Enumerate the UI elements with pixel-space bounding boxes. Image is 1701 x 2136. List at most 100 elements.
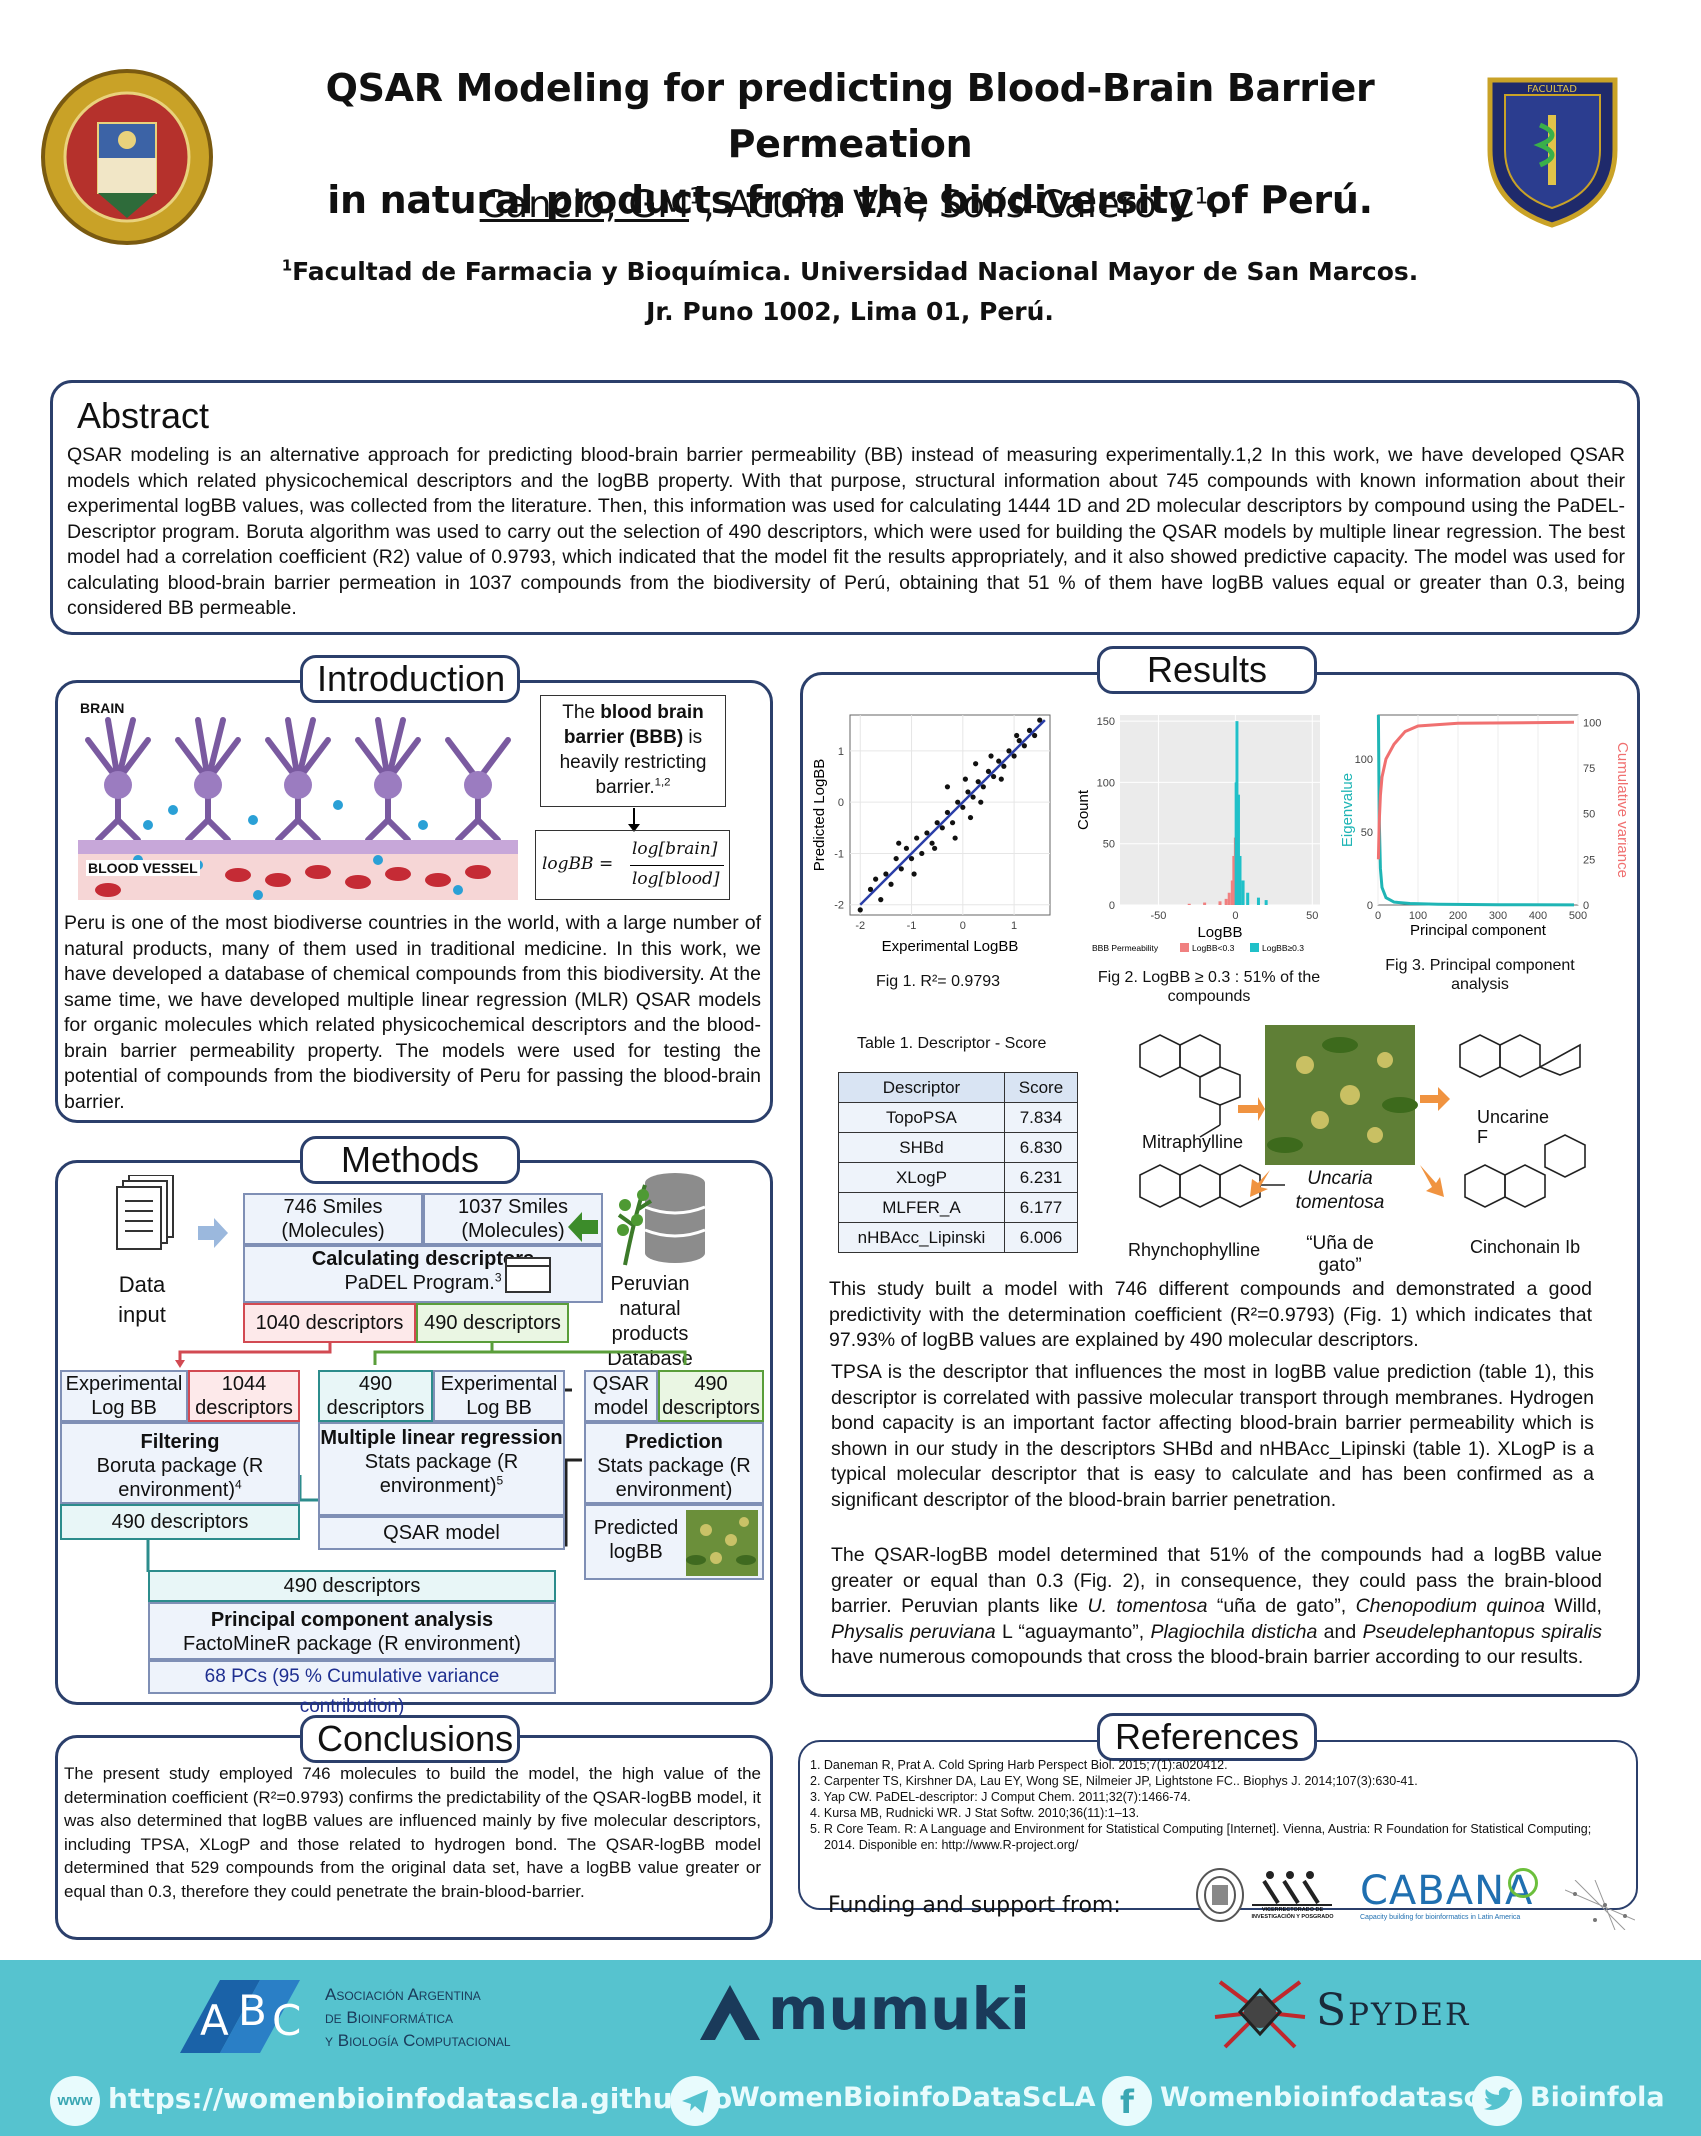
scatter-point [857,907,863,913]
reference-item: 4. Kursa MB, Rudnicki WR. J Stat Softw. … [810,1806,1140,1820]
results-para2: TPSA is the descriptor that influences t… [831,1361,1594,1511]
reference-item: 3. Yap CW. PaDEL-descriptor: J Comput Ch… [810,1790,1191,1804]
legend-title: BBB Permeability [1092,943,1159,953]
scatter-point [1011,753,1017,759]
database-icon [615,1165,715,1270]
twitter-link[interactable]: Bioinfola [1530,2082,1665,2113]
x-axis-label: LogBB [1197,924,1242,941]
arrow-left-green-icon [568,1212,598,1242]
pca-input-box: 490 descriptors [148,1570,556,1602]
x-tick-label: -50 [1151,910,1167,922]
scatter-point [867,886,874,892]
bbb-definition-box: The blood brain barrier (BBB) is heavily… [540,695,726,807]
y-tick-label: -1 [834,848,844,860]
histogram-bar [1230,880,1234,905]
scatter-point [873,876,879,882]
authors: Cancio, GM1, Acuña VA1, Solís-Calero C1. [479,183,1221,226]
scatter-point [893,855,899,862]
facebook-icon: f [1102,2076,1152,2126]
left-university-logo [38,68,216,246]
legend-label: LogBB<0.3 [1192,943,1235,953]
scatter-point [924,830,930,836]
y-axis-label: Count [1075,789,1092,830]
scatter-point [970,794,976,800]
scatter-point [944,809,951,816]
spyder-name: Spyder [1316,1985,1471,2036]
document-stack-icon [115,1174,175,1255]
funding-label: Funding and support from: [828,1893,1121,1918]
pca-box: Principal component analysis FactoMineR … [148,1602,556,1660]
plot-area [1377,714,1579,906]
references-list: 1. Daneman R, Prat A. Cold Spring Harb P… [810,1757,1618,1853]
conclusions-title: Conclusions [300,1715,520,1763]
scatter-point [1016,738,1022,744]
mumuki-logo-icon [700,1985,760,2040]
scatter-point [908,855,915,862]
scatter-point [898,866,904,872]
fig1-caption: Fig 1. R²= 0.9793 [875,973,1001,990]
scatter-point [939,825,945,831]
arrow-right-icon [198,1218,228,1248]
program-window-icon [505,1257,551,1293]
right-faculty-logo: FACULTAD [1480,70,1625,230]
legend-swatch [1180,943,1189,952]
histogram-bar [1203,902,1207,905]
scatter-point [919,850,925,857]
scatter-point [1037,717,1043,723]
desc-1040-box: 1040 descriptors [243,1303,416,1343]
unmsm-seal-icon [1195,1867,1245,1923]
results-para3: The QSAR-logBB model determined that 51%… [831,1544,1602,1668]
table-caption: Table 1. Descriptor - Score [857,1035,1047,1052]
x-tick-label: 400 [1529,910,1547,922]
mlr-output-box: QSAR model [318,1516,565,1550]
results-title: Results [1097,646,1317,694]
scatter-point [955,799,961,805]
histogram-bar [1256,897,1260,905]
prediction-box: Prediction Stats package (R environment) [584,1422,764,1504]
scatter-point [1021,743,1027,749]
histogram-bar [1224,898,1228,905]
mol-uncarine: Uncarine F [1477,1107,1550,1147]
website-link[interactable]: https://womenbioinfodatascla.github.io [108,2082,733,2115]
desc-490-green-box: 490 descriptors [416,1303,569,1343]
scatter-point [883,871,889,877]
x-tick-label: 500 [1569,910,1587,922]
bbb-illustration: BRAIN BLOOD VESSEL [78,700,518,900]
fig2-caption: Fig 2. LogBB ≥ 0.3 : 51% of the compound… [1097,969,1321,1005]
introduction-text: Peru is one of the most biodiverse count… [64,912,761,1113]
y-tick-label: 50 [1361,827,1373,839]
predicted-logbb-box: Predicted logBB [584,1504,764,1580]
scatter-point [903,845,910,851]
table-row: TopoPSA 7.834 [838,1102,1079,1133]
histogram-bar [1232,855,1236,905]
scatter-point [962,776,968,782]
fit-line [859,719,1046,906]
y-tick-label: 150 [1097,716,1115,728]
scatter-point [990,773,997,780]
x-tick-label: 50 [1306,910,1318,922]
references-title: References [1097,1713,1317,1761]
x-axis-label: Experimental LogBB [882,938,1019,955]
table-row: MLFER_A 6.177 [838,1192,1079,1223]
telegram-link[interactable]: WomenBioinfoDataScLA [730,2082,1096,2113]
plant-thumbnail [686,1510,758,1576]
smiles-1037-box: 1037 Smiles (Molecules) [423,1193,603,1245]
scatter-point [996,758,1002,764]
brain-label: BRAIN [80,700,125,716]
methods-title: Methods [300,1136,520,1184]
svg-text:B: B [238,1986,267,2035]
x-axis-label: Principal component [1410,922,1547,939]
scatter-point [988,753,994,759]
y-axis-label: Predicted LogBB [811,759,828,872]
y-right-tick-label: 100 [1583,717,1601,729]
pca-output-box: 68 PCs (95 % Cumulative variance contrib… [148,1660,556,1717]
affiliation: 1Facultad de Farmacia y Bioquímica. Univ… [281,256,1419,326]
scatter-point [952,835,958,841]
table-row: nHBAcc_Lipinski 6.006 [838,1222,1079,1253]
facebook-link[interactable]: Womenbioinfodatasc [1160,2082,1480,2113]
desc-1044-box: 1044 descriptors [188,1370,300,1422]
histogram-bar [1227,892,1231,905]
y-tick-label: 0 [838,797,844,809]
right-logo-top-text: FACULTAD [1527,84,1577,95]
data-input-label: Data input [118,1272,166,1327]
